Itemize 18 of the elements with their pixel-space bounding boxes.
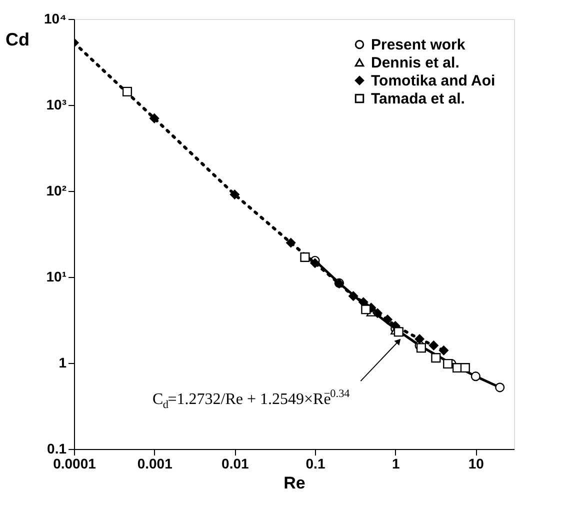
y-tick-label: 10¹ [46,268,67,284]
y-tick-label: 10⁴ [44,10,67,26]
y-tick-label: 0.1 [47,440,67,456]
y-tick-label: 10³ [46,96,67,112]
legend-label: Tomotika and Aoi [371,72,496,90]
y-tick-label: 10² [46,182,67,198]
legend-label: Dennis et al. [371,54,460,72]
legend-label: Present work [371,36,466,54]
x-tick-label: 0.01 [222,456,250,472]
legend-label: Tamada et al. [371,90,465,108]
x-axis-title: Re [284,474,306,492]
y-tick-label: 1 [58,354,67,370]
x-tick-label: 1 [392,456,400,472]
x-tick-label: 0.0001 [53,456,96,472]
x-tick-label: 10 [468,456,484,472]
y-axis-title: Cd [6,30,30,50]
x-tick-label: 0.001 [137,456,173,472]
x-tick-label: 0.1 [306,456,326,472]
